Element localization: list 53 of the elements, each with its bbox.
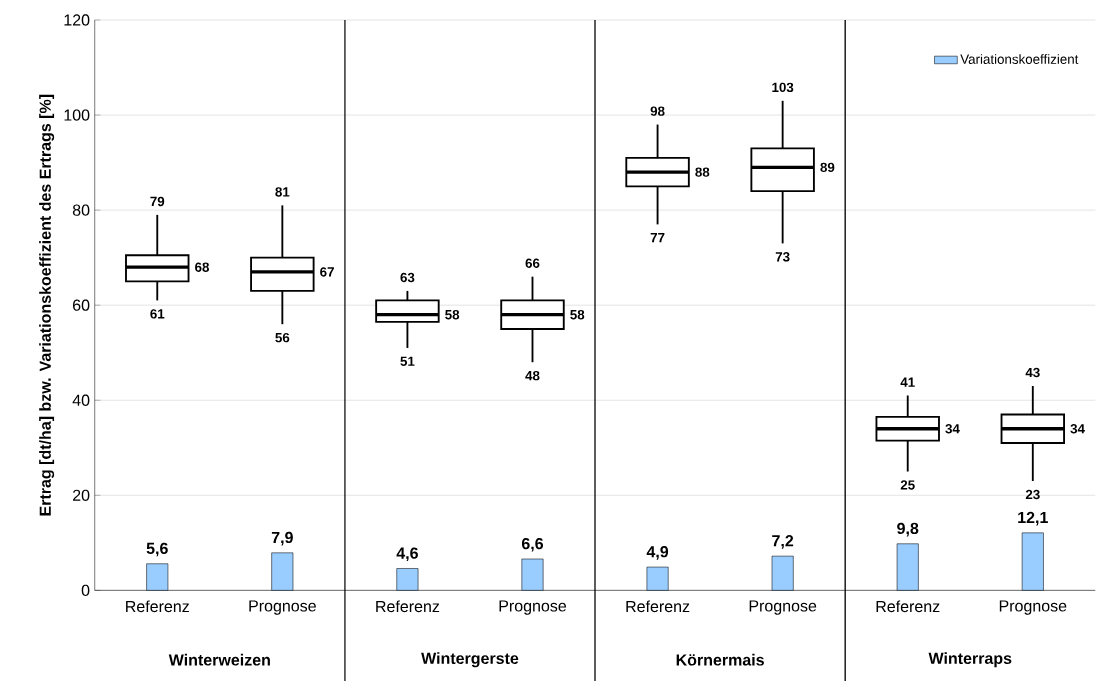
annotation: 58 — [445, 309, 460, 320]
text: Winterraps — [928, 652, 1012, 667]
y-axis-title: Ertrag [dt/ha] bzw. Variationskoeffizient des Ertrags [%] — [39, 94, 55, 516]
x-tick-label: Referenz — [876, 600, 940, 612]
y-tick-label: 60 — [73, 299, 90, 311]
x-tick-label: Referenz — [626, 600, 690, 612]
text: Wintergerste — [421, 652, 519, 668]
data-label: 7,9 — [271, 531, 293, 546]
data-label: 4,6 — [396, 547, 418, 561]
y-tick-label: 40 — [72, 394, 90, 406]
annotation: 67 — [320, 266, 334, 277]
x-tick-label: Prognose — [999, 600, 1067, 615]
annotation: 61 — [150, 308, 165, 319]
y-tick-label: 100 — [64, 109, 90, 121]
annotation: 73 — [775, 251, 790, 262]
annotation: 66 — [525, 258, 540, 268]
annotation: 51 — [400, 356, 415, 366]
annotation: 43 — [1025, 367, 1040, 378]
data-label: 9,8 — [897, 522, 919, 537]
text: Winterweizen — [168, 653, 270, 666]
text: Körnermais — [676, 653, 764, 666]
y-tick-label: 80 — [72, 204, 90, 216]
annotation: 34 — [945, 423, 960, 434]
data-label: 12,1 — [1018, 511, 1048, 526]
data-label: 6,6 — [521, 537, 544, 552]
x-tick-label: Referenz — [376, 600, 440, 612]
data-label: 5,6 — [146, 542, 168, 557]
annotation: 81 — [275, 187, 290, 197]
annotation: 34 — [1070, 423, 1085, 434]
annotation: 89 — [820, 162, 835, 172]
annotation: 103 — [772, 82, 794, 92]
x-tick-label: Prognose — [249, 600, 316, 615]
data-label: 7,2 — [772, 534, 794, 549]
legend-label: Variationskoeffizient — [960, 53, 1079, 64]
annotation: 25 — [900, 480, 915, 490]
y-tick-label: 20 — [73, 489, 90, 501]
x-tick-label: Prognose — [499, 600, 567, 615]
annotation: 77 — [650, 232, 665, 243]
annotation: 58 — [570, 309, 585, 320]
annotation: 98 — [650, 106, 665, 116]
x-tick-label: Referenz — [126, 600, 189, 612]
annotation: 48 — [525, 370, 540, 381]
annotation: 88 — [695, 167, 710, 177]
annotation: 56 — [275, 332, 290, 343]
y-tick-label: 120 — [64, 14, 90, 26]
data-label: 4,9 — [646, 545, 669, 560]
annotation: 23 — [1025, 489, 1040, 500]
annotation: 68 — [195, 262, 210, 272]
x-tick-label: Prognose — [749, 600, 817, 615]
y-tick-label: 0 — [81, 584, 90, 596]
annotation: 41 — [900, 377, 915, 387]
annotation: 63 — [400, 272, 415, 282]
annotation: 79 — [150, 196, 165, 206]
